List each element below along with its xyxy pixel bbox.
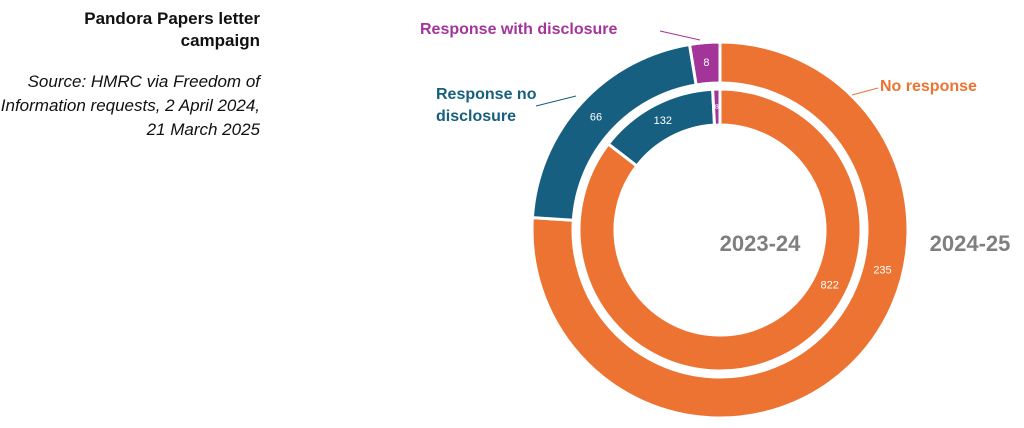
data-label: 235 xyxy=(873,265,891,277)
category-label: Response with disclosure xyxy=(420,21,618,38)
donut-slice xyxy=(687,40,722,87)
donut-slice xyxy=(530,40,910,420)
data-label: 8 xyxy=(715,104,719,111)
ring-label: 2024-25 xyxy=(930,231,1011,256)
data-label: 8 xyxy=(703,57,709,69)
leader-line xyxy=(851,87,879,96)
chart-subtitle: Source: HMRC via Freedom of Information … xyxy=(0,72,260,139)
chart-title: Pandora Papers letter campaign xyxy=(84,9,260,50)
leader-line xyxy=(659,30,701,41)
leader-line xyxy=(535,95,577,107)
data-label: 66 xyxy=(590,111,602,123)
category-label: Response no disclosure xyxy=(436,86,537,125)
data-label: 822 xyxy=(821,280,839,292)
category-label: No response xyxy=(880,78,977,95)
donut-slice xyxy=(711,87,722,127)
ring-label: 2023-24 xyxy=(720,231,802,256)
data-label: 132 xyxy=(654,115,672,127)
donut-slice xyxy=(577,87,863,373)
